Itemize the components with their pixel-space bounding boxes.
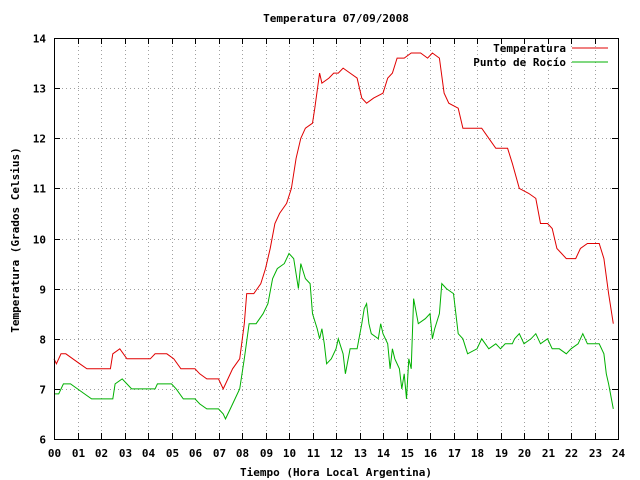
plot-frame xyxy=(54,38,619,440)
x-tick-label: 20 xyxy=(518,447,531,460)
y-tick-label: 8 xyxy=(39,334,46,347)
x-tick-label: 23 xyxy=(589,447,602,460)
series-layer xyxy=(53,52,614,421)
x-tick-label: 02 xyxy=(95,447,108,460)
x-tick-label: 10 xyxy=(283,447,296,460)
x-tick-label: 03 xyxy=(119,447,132,460)
x-tick-label: 06 xyxy=(189,447,203,460)
x-tick-label: 18 xyxy=(471,447,484,460)
chart-title: Temperatura 07/09/2008 xyxy=(263,12,409,25)
grid xyxy=(54,38,618,439)
legend-label: Temperatura xyxy=(493,42,566,55)
x-tick-label: 17 xyxy=(448,447,461,460)
x-tick-label: 08 xyxy=(236,447,249,460)
x-tick-label: 09 xyxy=(260,447,273,460)
x-tick-label: 15 xyxy=(401,447,414,460)
y-tick-label: 11 xyxy=(33,183,47,196)
x-tick-label: 12 xyxy=(330,447,343,460)
y-axis-label: Temperatura (Grados Celsius) xyxy=(9,147,22,332)
series-line-punto-de-rocio xyxy=(54,252,614,421)
legend-label: Punto de Rocío xyxy=(473,56,566,69)
series-line-temperatura xyxy=(53,52,614,391)
y-tick-label: 14 xyxy=(33,33,47,46)
y-tick-label: 9 xyxy=(39,284,46,297)
x-tick-label: 22 xyxy=(565,447,578,460)
y-tick-label: 12 xyxy=(33,133,46,146)
y-tick-labels: 6 7 8 9 10 11 12 13 14 xyxy=(33,33,47,447)
y-tick-label: 7 xyxy=(39,384,46,397)
y-tick-label: 13 xyxy=(33,83,46,96)
x-tick-label: 16 xyxy=(424,447,438,460)
x-tick-label: 21 xyxy=(542,447,556,460)
x-axis-label: Tiempo (Hora Local Argentina) xyxy=(240,466,432,479)
x-tick-label: 11 xyxy=(307,447,321,460)
x-tick-labels: 00 01 02 03 04 05 06 07 08 09 10 11 12 13 14 15 16 17 18 19… xyxy=(48,447,626,460)
x-tick-label: 00 xyxy=(48,447,61,460)
x-tick-label: 01 xyxy=(72,447,86,460)
x-tick-label: 07 xyxy=(213,447,226,460)
x-tick-label: 19 xyxy=(495,447,508,460)
x-tick-label: 14 xyxy=(377,447,391,460)
x-tick-label: 24 xyxy=(612,447,626,460)
x-tick-label: 13 xyxy=(354,447,367,460)
x-tick-label: 04 xyxy=(142,447,156,460)
y-tick-label: 6 xyxy=(39,434,46,447)
x-tick-label: 05 xyxy=(166,447,179,460)
y-tick-label: 10 xyxy=(33,234,46,247)
